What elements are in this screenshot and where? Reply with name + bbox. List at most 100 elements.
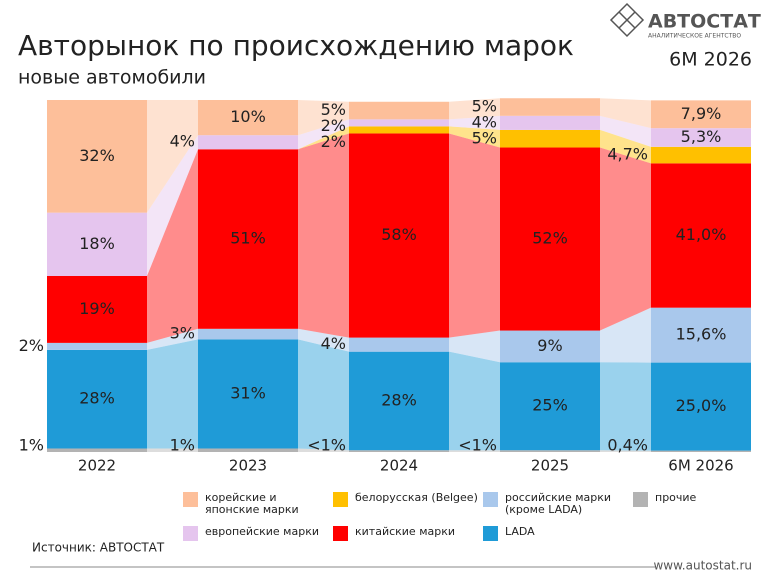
bar-segment — [47, 100, 147, 213]
legend-label: российские марки (кроме LADA) — [505, 491, 612, 516]
chart-subtitle: новые автомобили — [18, 67, 206, 89]
bar-segment — [651, 100, 751, 129]
logo-icon — [609, 2, 645, 38]
bar-segment — [349, 351, 449, 451]
legend-swatch — [333, 492, 348, 507]
flow-band — [449, 330, 500, 363]
value-label: 32% — [79, 146, 115, 165]
flow-band — [298, 339, 349, 451]
bar-segment — [349, 126, 449, 134]
value-label: 52% — [532, 229, 568, 248]
flow-band — [600, 98, 651, 129]
value-label: 1% — [19, 436, 44, 455]
value-label: 41,0% — [676, 225, 727, 244]
value-label: 4% — [321, 334, 346, 353]
legend-swatch — [483, 526, 498, 541]
flow-band — [600, 307, 651, 363]
value-label: 19% — [79, 299, 115, 318]
bar-segment — [651, 163, 751, 308]
bar-segment — [349, 133, 449, 338]
flow-band — [600, 129, 651, 164]
value-label: 4% — [472, 113, 497, 132]
brand: АВТОСТАТ — [648, 11, 761, 33]
legend-swatch — [183, 492, 198, 507]
bar-segment — [349, 119, 449, 127]
chart-title: Авторынок по происхождению марок — [18, 29, 574, 62]
value-label: 7,9% — [681, 104, 722, 123]
flow-band — [147, 339, 198, 449]
legend-item: LADA — [483, 526, 630, 541]
flow-band — [600, 147, 651, 331]
bar-segment — [651, 450, 751, 452]
bar-segment — [500, 362, 600, 451]
value-label: 1% — [170, 436, 195, 455]
value-label: 5,3% — [681, 127, 722, 146]
legend-item: белорусская (Belgee) — [333, 492, 480, 507]
value-label: 0,4% — [607, 436, 648, 455]
flow-band — [298, 100, 349, 136]
value-label: 25% — [532, 396, 568, 415]
bar-segment — [500, 450, 600, 452]
value-label: <1% — [458, 436, 497, 455]
bar-segment — [500, 147, 600, 331]
bar-segment — [651, 128, 751, 147]
flow-band — [298, 448, 349, 452]
legend-label: прочие — [655, 491, 697, 504]
bar-segment — [198, 448, 298, 452]
bar-segment — [500, 115, 600, 130]
legend-label: китайские марки — [355, 525, 456, 538]
flow-band — [449, 115, 500, 130]
legend-swatch — [483, 492, 498, 507]
flow-band — [147, 100, 198, 213]
value-label: 10% — [230, 107, 266, 126]
bar-segment — [47, 276, 147, 343]
source: Источник: АВТОСТАТ — [32, 541, 165, 555]
value-label: 4% — [170, 132, 195, 151]
value-label: 5% — [321, 100, 346, 119]
value-label: 58% — [381, 225, 417, 244]
bar-segment — [500, 129, 600, 148]
value-label: 5% — [472, 97, 497, 116]
bar-segment — [47, 349, 147, 449]
legend-label: корейские и японские марки — [205, 491, 299, 516]
value-label: 9% — [537, 336, 562, 355]
legend-item: корейские и японские марки — [183, 492, 330, 516]
value-label: 31% — [230, 383, 266, 402]
flow-band — [449, 126, 500, 148]
bar-segment — [349, 450, 449, 452]
legend-swatch — [333, 526, 348, 541]
legend-swatch — [183, 526, 198, 541]
flow-band — [147, 328, 198, 350]
bar-segment — [651, 146, 751, 164]
bar-segment — [500, 98, 600, 116]
value-label: 2% — [19, 336, 44, 355]
bar-segment — [349, 337, 449, 352]
flow-band — [298, 328, 349, 352]
flow-band — [298, 133, 349, 338]
value-label: 51% — [230, 229, 266, 248]
bar-segment — [349, 101, 449, 120]
bar-segment — [198, 339, 298, 449]
flow-band — [298, 126, 349, 150]
bar-segment — [47, 448, 147, 452]
x-tick-label: 2022 — [78, 457, 116, 475]
flow-band — [298, 119, 349, 150]
x-tick-label: 2025 — [531, 457, 569, 475]
legend-item: прочие — [633, 492, 770, 507]
flow-band — [449, 450, 500, 452]
value-label: 28% — [79, 389, 115, 408]
value-label: 18% — [79, 234, 115, 253]
legend-item: европейские марки — [183, 526, 330, 541]
legend-item: китайские марки — [333, 526, 480, 541]
flow-band — [600, 362, 651, 451]
x-tick-label: 6М 2026 — [668, 457, 733, 475]
flow-band — [600, 450, 651, 452]
bar-segment — [47, 342, 147, 350]
bar-segment — [651, 307, 751, 363]
flow-band — [449, 351, 500, 451]
value-label: <1% — [307, 436, 346, 455]
value-label: 2% — [321, 116, 346, 135]
x-tick-label: 2024 — [380, 457, 418, 475]
